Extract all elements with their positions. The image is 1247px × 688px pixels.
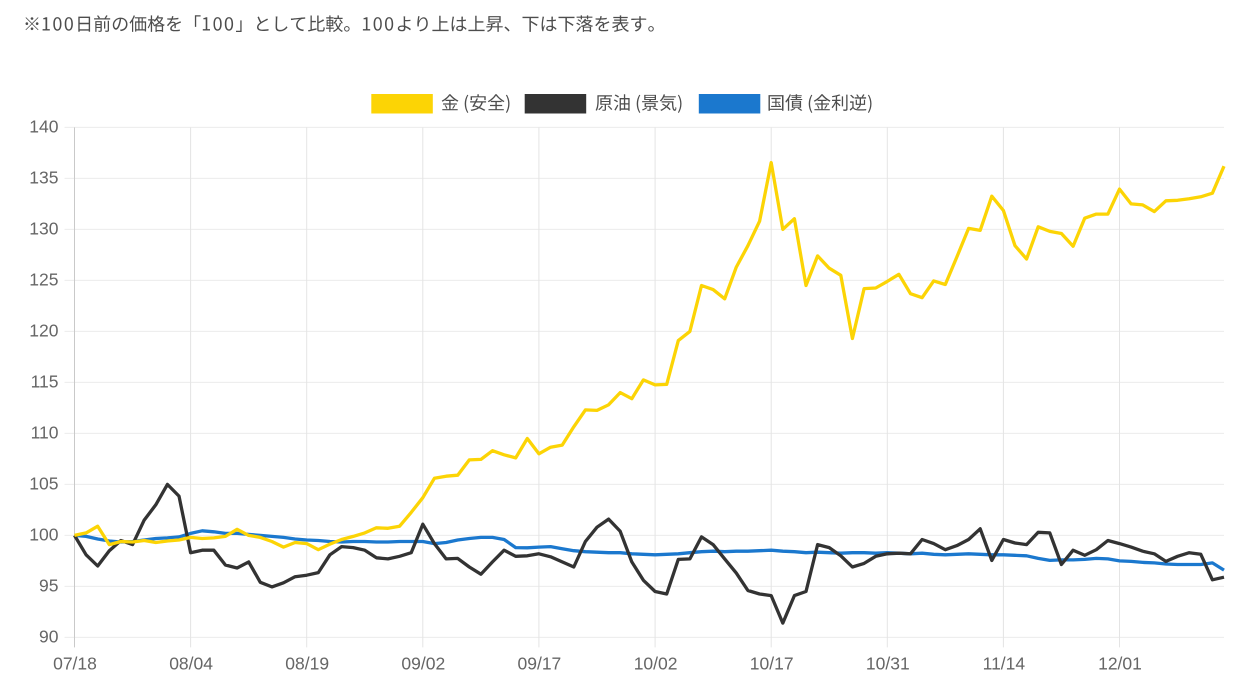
svg-text:105: 105: [29, 474, 58, 494]
svg-text:10/02: 10/02: [634, 654, 678, 674]
svg-text:10/17: 10/17: [750, 654, 794, 674]
svg-text:07/18: 07/18: [53, 654, 97, 674]
svg-text:08/04: 08/04: [169, 654, 213, 674]
svg-text:09/17: 09/17: [518, 654, 562, 674]
svg-text:125: 125: [29, 270, 58, 290]
svg-text:11/14: 11/14: [983, 654, 1026, 674]
svg-text:130: 130: [29, 219, 58, 239]
svg-text:100: 100: [29, 525, 58, 545]
svg-text:95: 95: [39, 576, 58, 596]
svg-text:10/31: 10/31: [866, 654, 910, 674]
svg-text:120: 120: [29, 321, 58, 341]
svg-text:90: 90: [39, 627, 59, 647]
svg-text:09/02: 09/02: [401, 654, 445, 674]
svg-text:140: 140: [29, 117, 58, 137]
svg-text:115: 115: [31, 372, 59, 392]
svg-text:110: 110: [31, 423, 59, 443]
svg-text:08/19: 08/19: [285, 654, 329, 674]
svg-text:12/01: 12/01: [1098, 654, 1142, 674]
svg-text:135: 135: [29, 168, 58, 188]
